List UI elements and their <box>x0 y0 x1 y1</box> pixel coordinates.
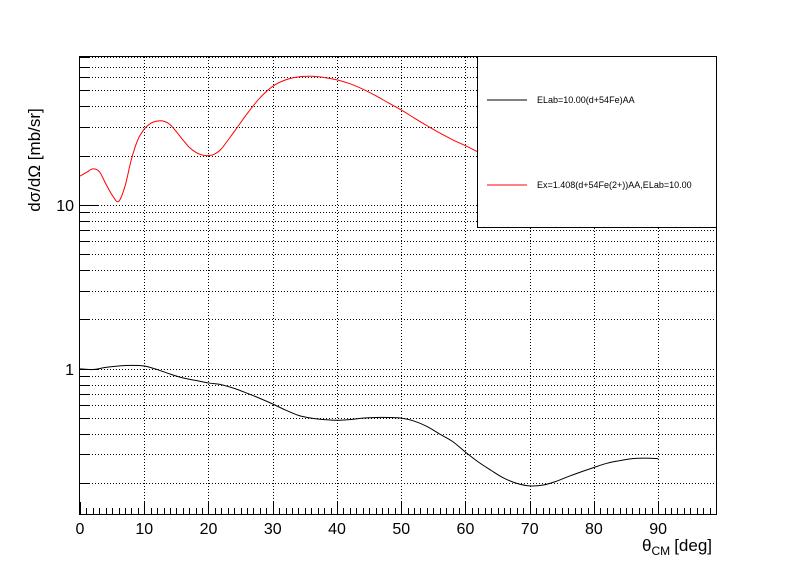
y-tick-label: 10 <box>56 198 74 215</box>
series-line-1 <box>79 75 479 203</box>
x-tick-label: 80 <box>585 521 603 538</box>
x-tick-label: 70 <box>521 521 539 538</box>
legend: ELab=10.00(d+54Fe)AA Ex=1.408(d+54Fe(2+)… <box>477 56 717 228</box>
plot-frame <box>79 56 717 515</box>
grid <box>80 57 716 514</box>
tick-labels: 0 10 20 30 40 50 60 70 80 90 1 10 <box>56 198 667 538</box>
x-axis-label: θCM [deg] <box>642 536 712 558</box>
legend-label-elab: ELab=10.00(d+54Fe)AA <box>537 95 635 105</box>
x-tick-label: 20 <box>200 521 218 538</box>
x-tick-label: 60 <box>457 521 475 538</box>
x-tick-label: 30 <box>264 521 282 538</box>
x-tick-label: 0 <box>76 521 85 538</box>
x-axis-label-unit: [deg] <box>674 536 712 555</box>
axis-ticks <box>80 57 717 514</box>
y-tick-label: 1 <box>65 362 74 379</box>
y-axis-label: dσ/dΩ [mb/sr] <box>25 108 44 212</box>
legend-label-ex: Ex=1.408(d+54Fe(2+))AA,ELab=10.00 <box>537 180 692 190</box>
x-axis-label-subscript: CM <box>652 544 671 558</box>
x-tick-label: 10 <box>135 521 153 538</box>
x-axis-label-symbol: θ <box>642 536 651 555</box>
legend-box <box>477 56 717 228</box>
x-tick-label: 90 <box>649 521 667 538</box>
x-tick-label: 50 <box>392 521 410 538</box>
series-line-0 <box>79 364 659 487</box>
series-lines <box>79 75 659 487</box>
x-tick-label: 40 <box>328 521 346 538</box>
